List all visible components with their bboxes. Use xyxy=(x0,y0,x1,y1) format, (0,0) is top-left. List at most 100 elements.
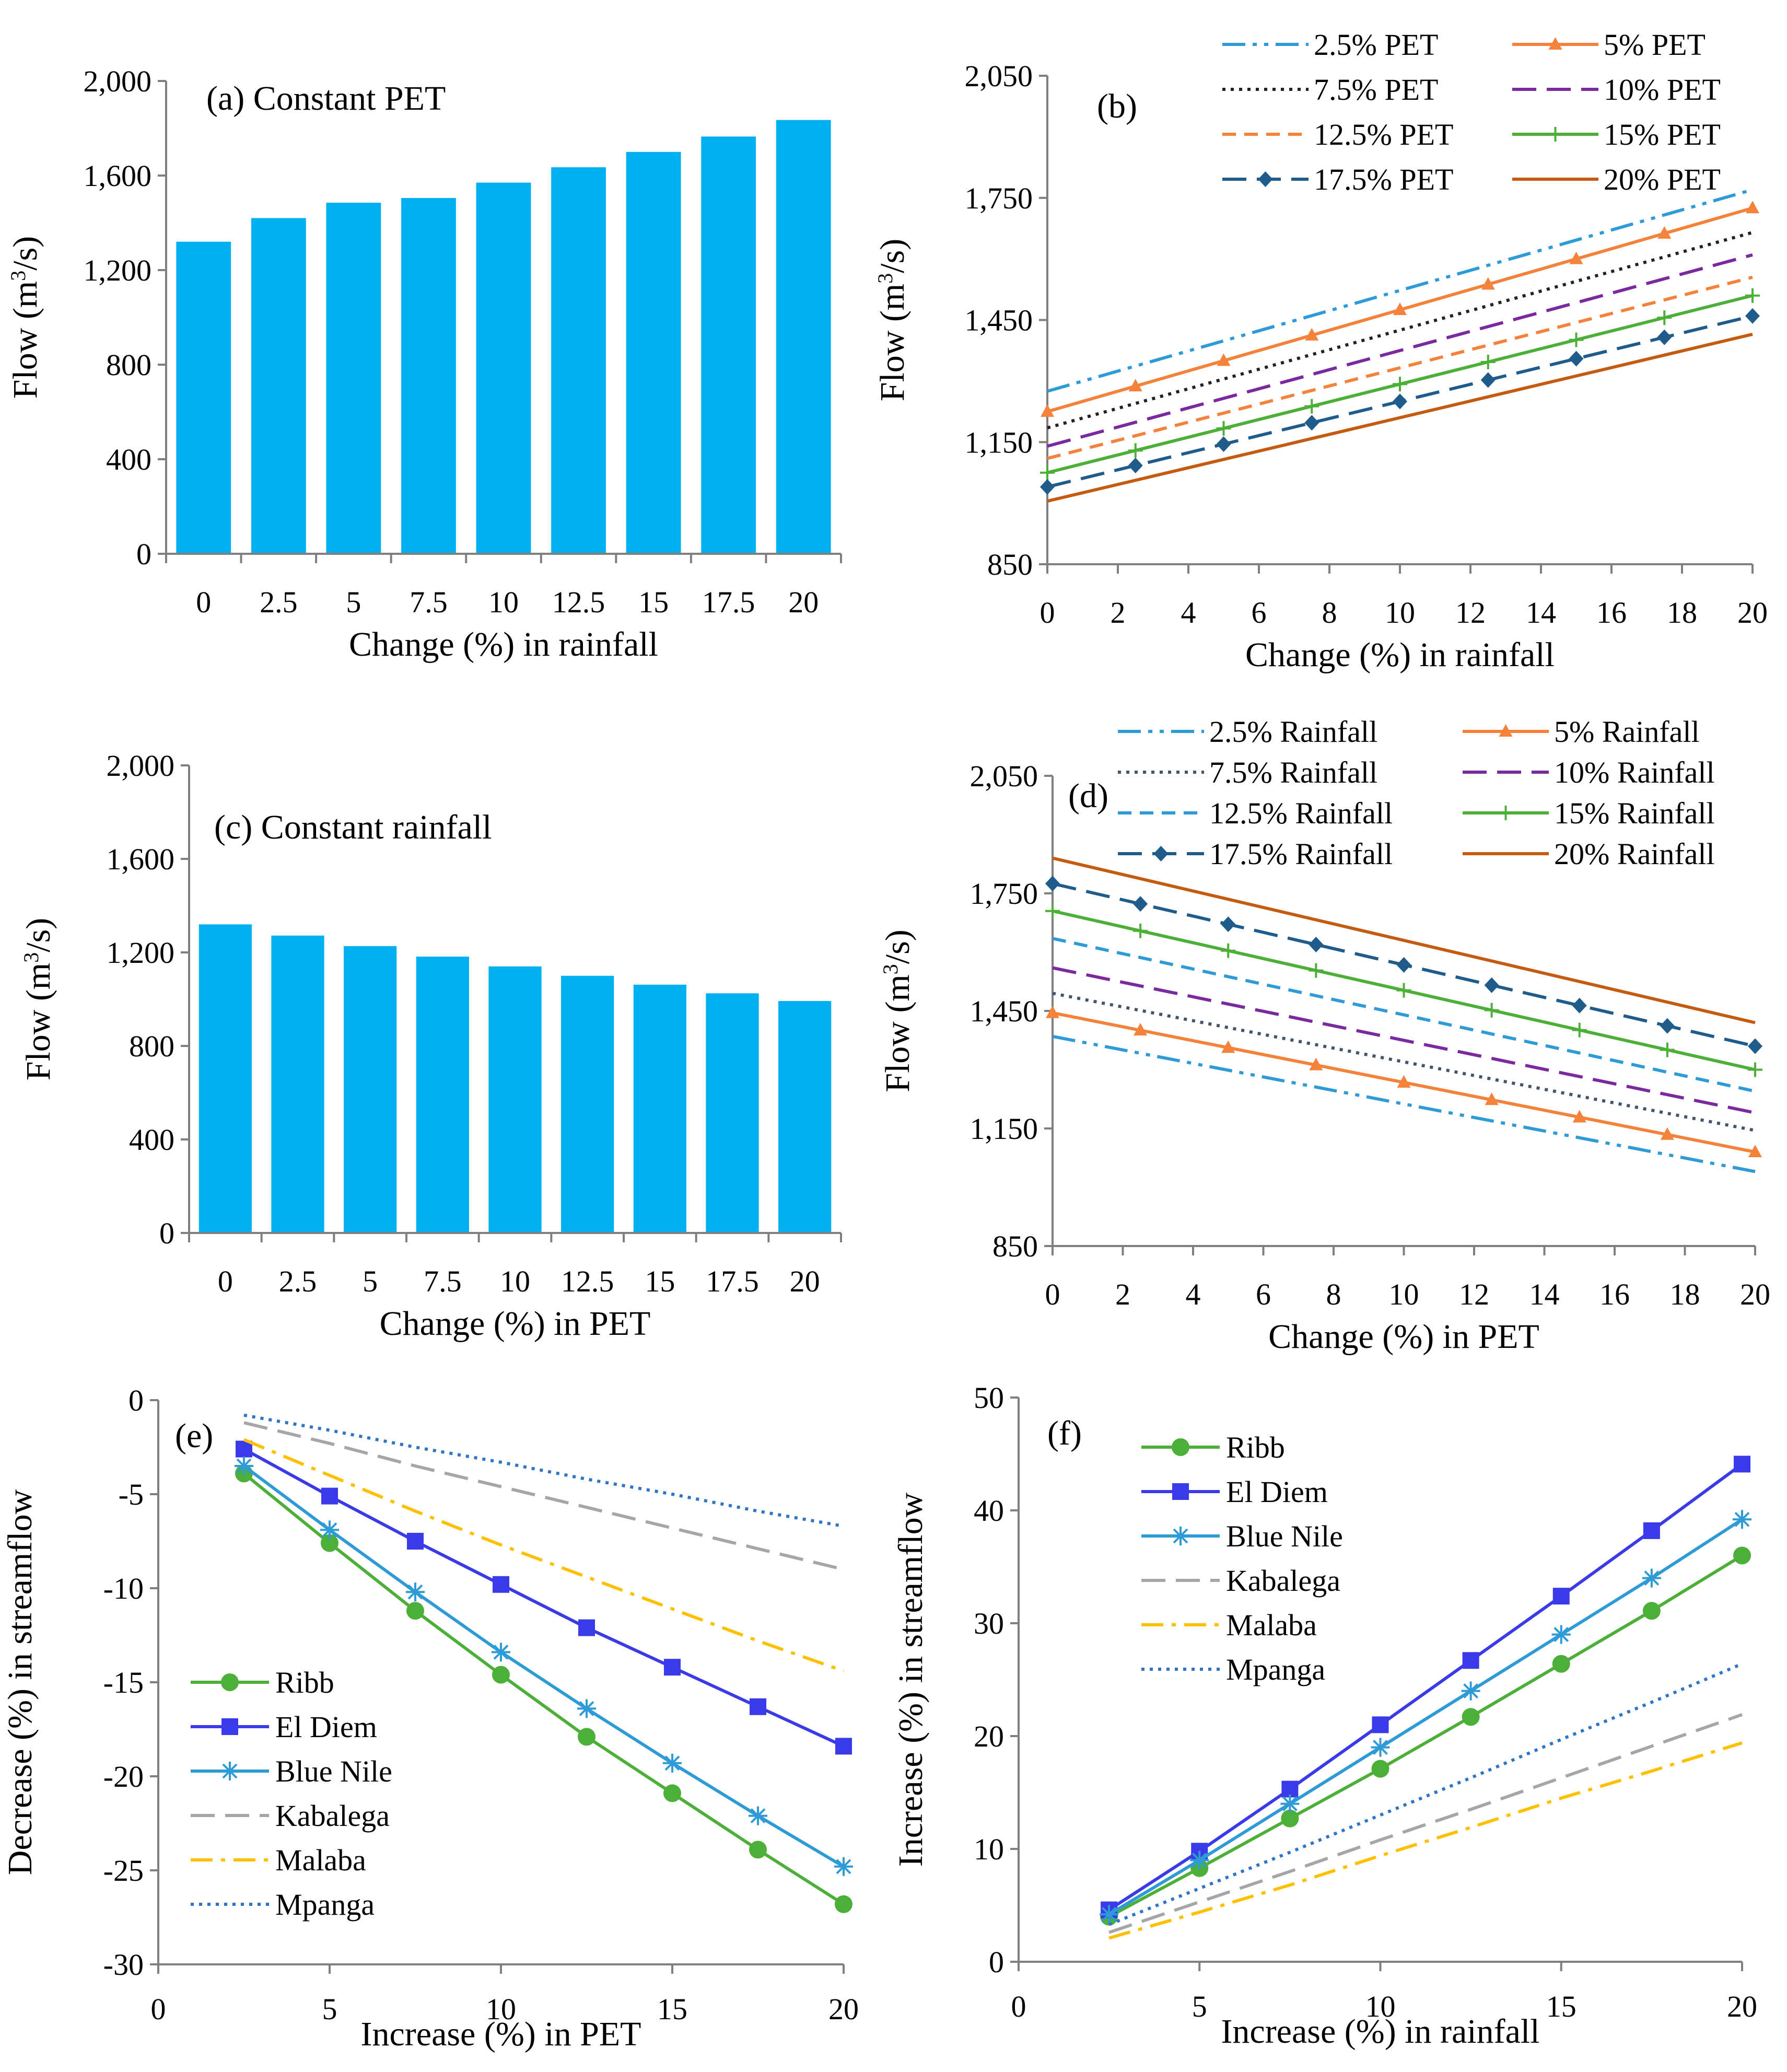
x-tick-label: 15 xyxy=(638,585,669,619)
chart-b: 850 1,150 1,450 1,750 2,050 0 2 4 6 8 10 12 14 16 18 20… xyxy=(873,28,1768,674)
legend-marker xyxy=(1171,1527,1190,1545)
legend-label: 12.5% Rainfall xyxy=(1209,796,1393,830)
legend-label: 15% Rainfall xyxy=(1554,796,1715,830)
legend-entry: El Diem xyxy=(191,1710,377,1744)
legend-entry: Mpanga xyxy=(1141,1652,1325,1686)
y-tick-label: -25 xyxy=(103,1854,144,1888)
series-10-PET xyxy=(1047,253,1753,448)
legend-label: Blue Nile xyxy=(1226,1519,1343,1553)
bar-12.5 xyxy=(561,975,614,1233)
data-point xyxy=(1462,1652,1479,1669)
series-Malaba xyxy=(1108,1741,1743,1940)
legend-entry: Ribb xyxy=(191,1666,334,1699)
chart-d: 850 1,150 1,450 1,750 2,050 0 2 4 6 8 10 12 14 16 18 20… xyxy=(879,715,1771,1356)
data-point xyxy=(1569,251,1583,264)
data-point xyxy=(1745,288,1760,303)
y-tick-label: 10 xyxy=(974,1832,1004,1866)
data-point xyxy=(749,1841,767,1859)
y-axis-title: Flow (m3/s) xyxy=(873,239,912,402)
legend-marker xyxy=(1258,171,1273,187)
series-Mpanga xyxy=(243,1413,844,1528)
x-tick-label: 0 xyxy=(1040,596,1055,630)
legend-label: Malaba xyxy=(275,1843,366,1877)
legend-entry: 17.5% PET xyxy=(1222,162,1453,196)
x-axis-title: Change (%) in PET xyxy=(1268,1318,1539,1356)
series-20-Rainfall xyxy=(1052,856,1756,1025)
series-line xyxy=(1108,1463,1743,1912)
series-line xyxy=(1108,1554,1743,1918)
data-point xyxy=(1551,1625,1571,1644)
y-tick-label: 1,450 xyxy=(970,994,1038,1028)
series-line xyxy=(243,1464,845,1868)
panel-annotation: (b) xyxy=(1097,87,1137,125)
series-15-Rainfall xyxy=(1045,903,1762,1077)
y-tick-label: 30 xyxy=(974,1607,1004,1640)
legend-entry: 15% PET xyxy=(1512,118,1721,152)
y-axis-title: Decrease (%) in streamflow xyxy=(1,1489,39,1875)
data-point xyxy=(1748,1038,1762,1054)
data-point xyxy=(1643,1522,1660,1539)
x-tick-label: 8 xyxy=(1326,1277,1341,1311)
series-Kabalega xyxy=(1108,1713,1743,1934)
legend-label: 17.5% PET xyxy=(1314,162,1453,196)
y-tick-label: 1,450 xyxy=(965,304,1033,337)
bar-5 xyxy=(344,946,397,1233)
series-Malaba xyxy=(243,1438,844,1673)
x-axis-title: Change (%) in rainfall xyxy=(1245,636,1555,674)
data-point xyxy=(1045,876,1060,892)
data-point xyxy=(320,1520,339,1540)
x-tick-label: 20 xyxy=(790,1264,820,1298)
x-tick-label: 2.5 xyxy=(279,1264,317,1298)
data-point xyxy=(1304,399,1319,414)
y-tick-label: 0 xyxy=(129,1383,144,1417)
data-point xyxy=(1480,354,1496,369)
y-tick-label: 1,150 xyxy=(965,425,1033,459)
legend-label: 15% PET xyxy=(1604,118,1721,152)
y-axis-title: Increase (%) in streamflow xyxy=(892,1492,930,1867)
legend-label: 10% PET xyxy=(1604,73,1721,107)
data-point xyxy=(1217,353,1231,366)
legend-marker xyxy=(221,1718,238,1735)
x-tick-label: 12.5 xyxy=(552,585,605,619)
y-tick-label: 0 xyxy=(989,1945,1004,1979)
data-point xyxy=(1462,1708,1480,1726)
legend-label: 2.5% Rainfall xyxy=(1209,715,1377,749)
x-axis-title: Change (%) in rainfall xyxy=(349,625,658,663)
series-line xyxy=(243,1447,845,1748)
data-point xyxy=(1309,936,1324,952)
data-point xyxy=(321,1534,338,1552)
series-Ribb xyxy=(1100,1546,1751,1926)
x-tick-label: 8 xyxy=(1322,596,1337,630)
y-axis-title: Flow (m3/s) xyxy=(6,236,45,399)
legend-label: 5% PET xyxy=(1604,28,1706,62)
data-point xyxy=(1304,415,1319,431)
data-point xyxy=(1221,916,1236,933)
data-point xyxy=(1660,1127,1674,1140)
bar-7.5 xyxy=(401,197,456,554)
legend-entry: 17.5% Rainfall xyxy=(1118,837,1393,871)
legend-label: 5% Rainfall xyxy=(1554,715,1700,749)
data-point xyxy=(1371,1738,1390,1757)
x-tick-label: 12.5 xyxy=(561,1264,614,1298)
data-point xyxy=(1040,465,1055,480)
legend-label: Ribb xyxy=(1226,1430,1285,1464)
legend-marker xyxy=(221,1673,239,1691)
legend-label: 12.5% PET xyxy=(1314,118,1453,152)
legend-entry: 10% Rainfall xyxy=(1463,755,1715,789)
x-tick-label: 10 xyxy=(488,585,519,619)
y-tick-label: -20 xyxy=(103,1760,144,1794)
data-point xyxy=(1134,1023,1148,1036)
x-tick-label: 14 xyxy=(1526,596,1556,630)
data-point xyxy=(577,1699,596,1718)
data-point xyxy=(1128,379,1142,392)
legend-entry: 10% PET xyxy=(1512,73,1721,107)
y-tick-label: -10 xyxy=(103,1572,144,1605)
legend-label: 17.5% Rainfall xyxy=(1209,837,1393,871)
y-tick-label: 1,750 xyxy=(970,877,1038,911)
legend-marker xyxy=(1548,37,1562,50)
x-tick-label: 0 xyxy=(1011,1989,1026,2023)
bar-0 xyxy=(198,924,252,1233)
legend-label: Blue Nile xyxy=(275,1754,392,1788)
bar-15 xyxy=(633,984,686,1233)
series-12.5-Rainfall xyxy=(1052,937,1756,1093)
